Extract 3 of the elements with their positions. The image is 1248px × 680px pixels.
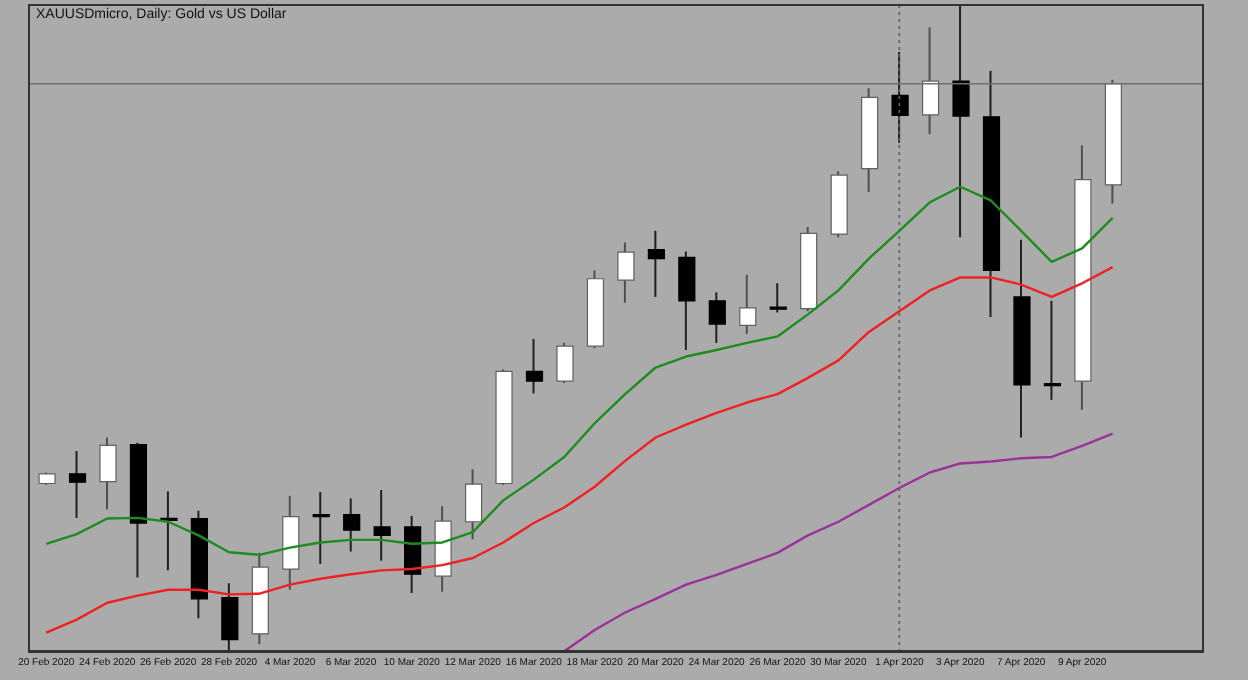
candlestick bbox=[312, 491, 330, 564]
candlestick bbox=[769, 283, 787, 313]
candlestick bbox=[1043, 300, 1062, 400]
